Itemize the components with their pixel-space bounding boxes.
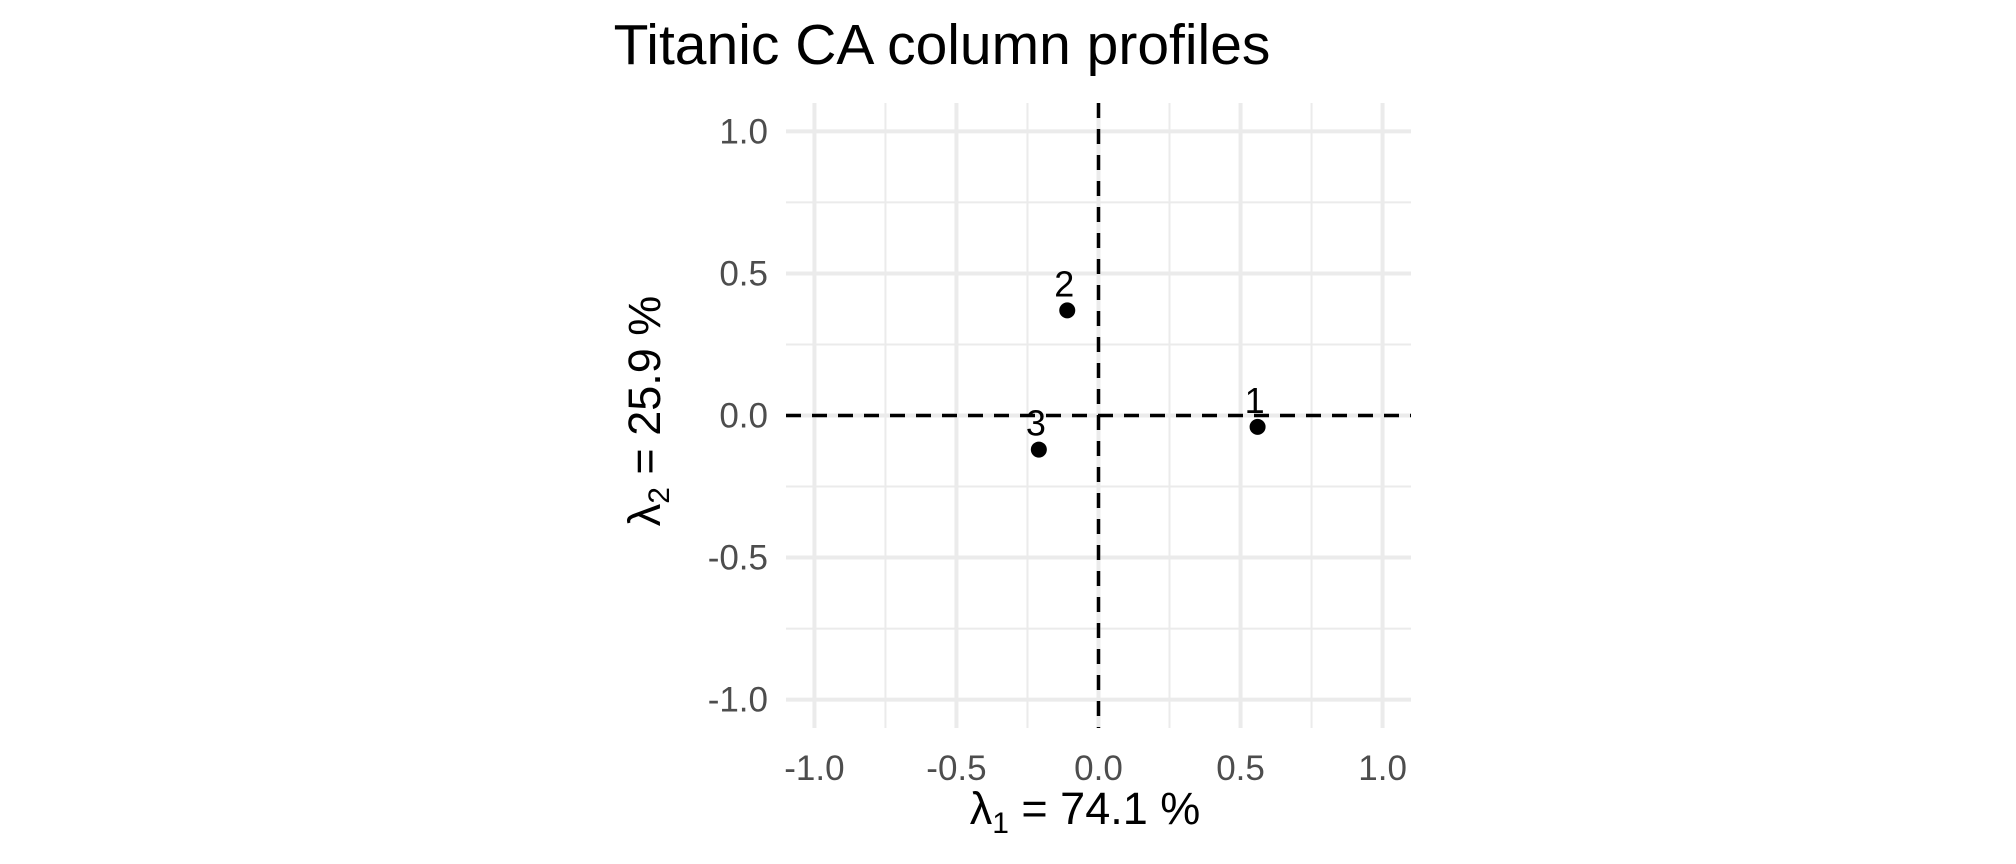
x-axis-label-symbol: λ [970, 783, 993, 834]
data-points [1030, 302, 1266, 458]
y-tick-label: 1.0 [719, 112, 768, 151]
chart-title: Titanic CA column profiles [614, 13, 1271, 77]
x-axis-label-text: = 74.1 % [1009, 783, 1200, 834]
x-axis-label-subscript: 1 [992, 807, 1009, 840]
y-axis-label-subscript: 2 [643, 487, 676, 504]
y-tick-label: -0.5 [708, 539, 768, 578]
x-tick-label: -1.0 [784, 749, 844, 788]
data-point-label: 3 [1026, 403, 1046, 444]
y-axis-label-text: = 25.9 % [619, 296, 670, 487]
x-tick-label: 1.0 [1358, 749, 1407, 788]
reference-lines [786, 103, 1411, 728]
y-axis-tick-labels: -1.0 -0.5 0.0 0.5 1.0 [708, 112, 768, 719]
x-tick-label: -0.5 [926, 749, 986, 788]
x-tick-label: 0.5 [1216, 749, 1265, 788]
y-axis-label: λ2 = 25.9 % [619, 296, 676, 527]
x-tick-label: 0.0 [1074, 749, 1123, 788]
y-tick-label: 0.0 [719, 397, 768, 436]
x-axis-label: λ1 = 74.1 % [970, 783, 1201, 840]
data-point-label: 2 [1054, 263, 1074, 304]
data-point [1249, 418, 1266, 435]
data-point-label: 1 [1245, 380, 1265, 421]
data-point-labels: 1 2 3 [1026, 263, 1265, 443]
data-point [1030, 441, 1047, 458]
x-axis-tick-labels: -1.0 -0.5 0.0 0.5 1.0 [784, 749, 1407, 788]
y-tick-label: 0.5 [719, 254, 768, 293]
y-tick-label: -1.0 [708, 681, 768, 720]
y-axis-label-symbol: λ [619, 503, 670, 526]
data-point [1059, 302, 1076, 319]
